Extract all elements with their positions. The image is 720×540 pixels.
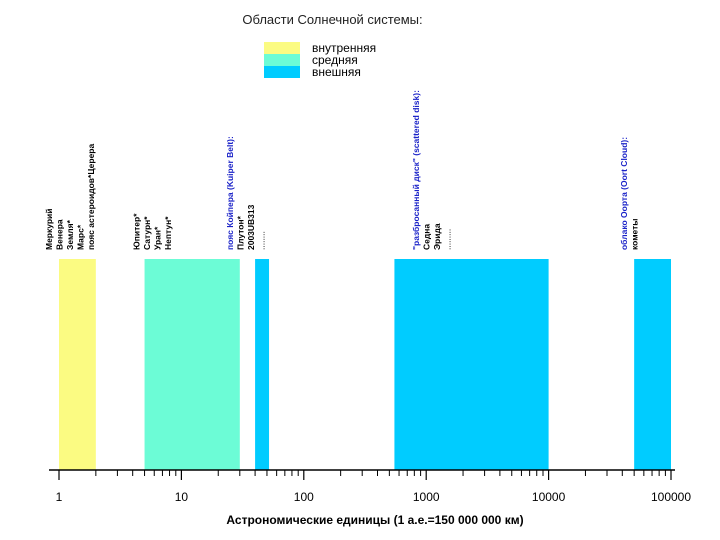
legend-swatch — [264, 66, 300, 78]
object-label: 2003UB313 — [246, 204, 256, 250]
object-label: Нептун* — [163, 216, 173, 250]
object-label: "разбросанный диск" (scattered disk): — [411, 90, 421, 250]
object-label: пояс астероидов*Церера — [86, 144, 96, 250]
region-bar — [634, 259, 671, 470]
object-label: ........ — [256, 231, 266, 250]
x-axis-title: Астрономические единицы (1 а.е.=150 000 … — [226, 513, 523, 527]
axis-tick-label: 10000 — [532, 490, 566, 504]
axis-tick-label: 1000 — [413, 490, 440, 504]
region-bar — [394, 259, 549, 470]
object-label: пояс Койпера (Kuiper Belt): — [225, 136, 235, 250]
diagram-title: Области Солнечной системы: — [242, 12, 423, 27]
object-label: Уран* — [153, 226, 163, 250]
object-label: Юпитер* — [132, 213, 142, 250]
object-label: ......... — [443, 229, 453, 250]
object-label: Плутон* — [235, 215, 245, 250]
axis-tick-label: 100 — [294, 490, 314, 504]
legend-item: внешняя — [264, 66, 376, 78]
region-bar — [255, 259, 270, 470]
region-bar — [144, 259, 240, 470]
object-label: Венера — [55, 219, 65, 250]
axis-tick-label: 1 — [56, 490, 63, 504]
legend-swatch — [264, 42, 300, 54]
object-label: Марс* — [76, 224, 86, 250]
object-label: Сатурн* — [142, 216, 152, 250]
object-label: Меркурий — [44, 208, 54, 250]
legend-swatch — [264, 54, 300, 66]
object-label: Земля* — [65, 219, 75, 250]
region-bar — [59, 259, 96, 470]
legend-label: внутренняя — [312, 41, 377, 55]
object-label: Эрида — [432, 223, 442, 250]
legend-label: средняя — [312, 53, 358, 67]
legend-item: средняя — [264, 54, 376, 66]
object-label: кометы — [630, 218, 640, 250]
legend-label: внешняя — [312, 65, 361, 79]
object-label: Седна — [422, 224, 432, 250]
axis-tick-label: 100000 — [651, 490, 691, 504]
object-label: облако Оорта (Oort Cloud): — [619, 137, 629, 250]
legend: внутренняя средняя внешняя — [264, 42, 376, 78]
legend-item: внутренняя — [264, 42, 376, 54]
axis-tick-label: 10 — [175, 490, 189, 504]
